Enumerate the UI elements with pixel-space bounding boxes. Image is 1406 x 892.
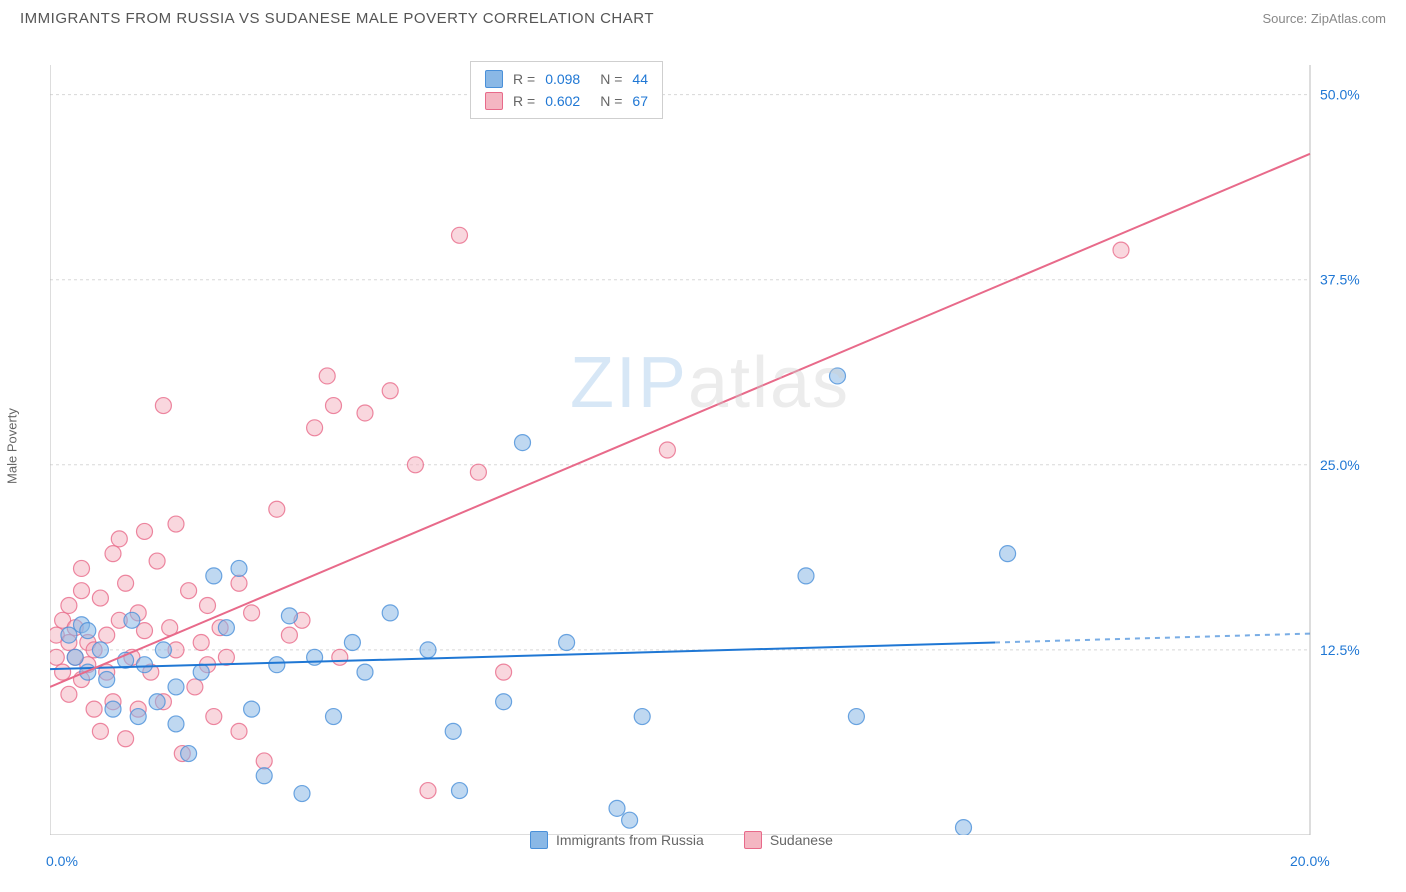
correlation-legend: R = 0.098 N = 44 R = 0.602 N = 67: [470, 61, 663, 119]
legend-item-russia: Immigrants from Russia: [530, 831, 704, 849]
r-value-sudanese: 0.602: [545, 93, 580, 109]
x-axis-min-label: 0.0%: [46, 853, 78, 869]
x-axis-max-label: 20.0%: [1290, 853, 1330, 869]
svg-text:25.0%: 25.0%: [1320, 457, 1360, 473]
legend-row-sudanese: R = 0.602 N = 67: [485, 90, 648, 112]
chart-title: IMMIGRANTS FROM RUSSIA VS SUDANESE MALE …: [20, 10, 654, 27]
series-legend: Immigrants from Russia Sudanese: [530, 831, 833, 849]
chart-area: 12.5%25.0%37.5%50.0% ZIPatlas R = 0.098 …: [50, 55, 1370, 835]
legend-label-russia: Immigrants from Russia: [556, 832, 704, 848]
swatch-sudanese-icon: [744, 831, 762, 849]
swatch-russia: [485, 70, 503, 88]
swatch-sudanese: [485, 92, 503, 110]
y-axis-label: Male Poverty: [5, 408, 20, 484]
legend-row-russia: R = 0.098 N = 44: [485, 68, 648, 90]
svg-text:12.5%: 12.5%: [1320, 642, 1360, 658]
n-value-russia: 44: [632, 71, 648, 87]
chart-header: IMMIGRANTS FROM RUSSIA VS SUDANESE MALE …: [0, 0, 1406, 35]
chart-source: Source: ZipAtlas.com: [1262, 11, 1386, 26]
legend-label-sudanese: Sudanese: [770, 832, 833, 848]
svg-text:50.0%: 50.0%: [1320, 87, 1360, 103]
legend-item-sudanese: Sudanese: [744, 831, 833, 849]
swatch-russia-icon: [530, 831, 548, 849]
scatter-plot: 12.5% 25.0% 37.5% 50.0%: [50, 55, 1370, 835]
n-value-sudanese: 67: [632, 93, 648, 109]
svg-text:37.5%: 37.5%: [1320, 272, 1360, 288]
r-value-russia: 0.098: [545, 71, 580, 87]
